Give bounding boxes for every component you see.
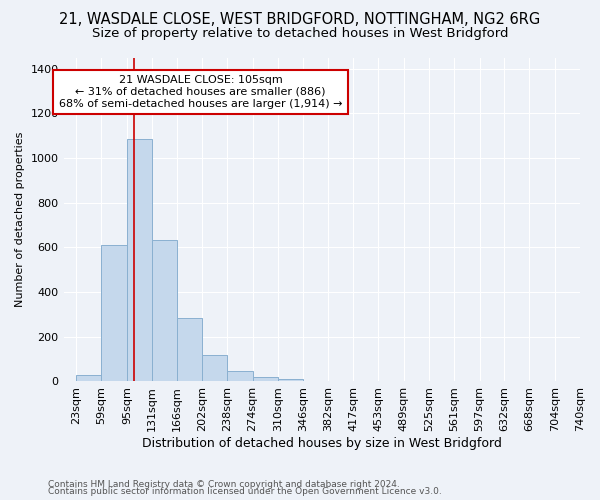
Bar (101, 245, 127, 382)
Bar (227, 371, 253, 382)
Bar (76, 375, 101, 382)
Bar (202, 354, 227, 382)
Bar (127, 139, 152, 382)
Y-axis label: Number of detached properties: Number of detached properties (15, 132, 25, 307)
X-axis label: Distribution of detached houses by size in West Bridgford: Distribution of detached houses by size … (142, 437, 502, 450)
Bar (176, 318, 202, 382)
Text: Contains public sector information licensed under the Open Government Licence v3: Contains public sector information licen… (48, 488, 442, 496)
Bar (253, 376, 278, 382)
Bar (278, 379, 303, 382)
Bar (152, 240, 176, 382)
Text: Size of property relative to detached houses in West Bridgford: Size of property relative to detached ho… (92, 28, 508, 40)
Bar (303, 380, 328, 382)
Text: 21, WASDALE CLOSE, WEST BRIDGFORD, NOTTINGHAM, NG2 6RG: 21, WASDALE CLOSE, WEST BRIDGFORD, NOTTI… (59, 12, 541, 28)
Text: Contains HM Land Registry data © Crown copyright and database right 2024.: Contains HM Land Registry data © Crown c… (48, 480, 400, 489)
Text: 21 WASDALE CLOSE: 105sqm
← 31% of detached houses are smaller (886)
68% of semi-: 21 WASDALE CLOSE: 105sqm ← 31% of detach… (59, 76, 343, 108)
